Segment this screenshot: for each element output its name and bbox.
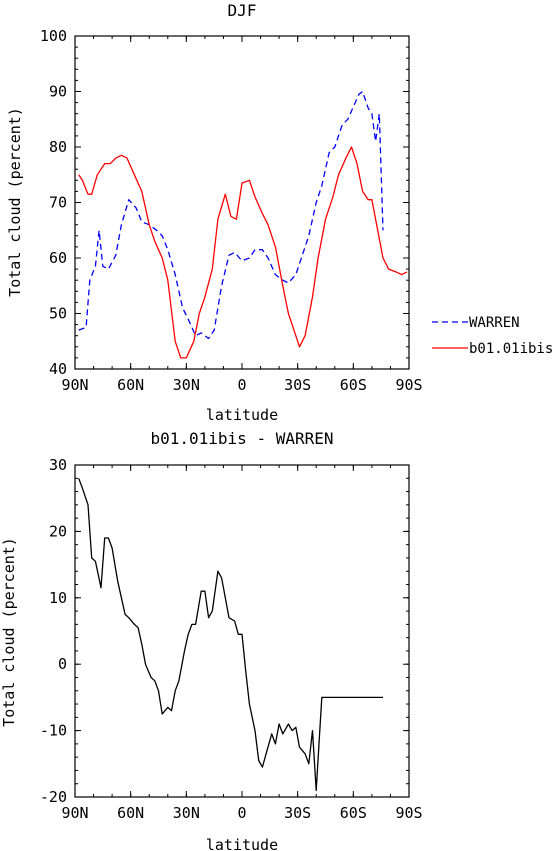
bottom-xtick-label: 60S (340, 804, 367, 822)
bottom-frame (74, 464, 410, 798)
bottom-xtick-label: 90S (395, 804, 422, 822)
top-chart-title: DJF (228, 1, 257, 20)
top-xtick-label: 30S (284, 376, 311, 394)
top-chart-ylabel: Total cloud (percent) (6, 107, 24, 297)
bottom-ytick-label: 10 (49, 589, 67, 607)
top-ytick-label: 40 (49, 360, 67, 378)
top-plot-area: 90N 60N 30N 0 30S 60S 90S 40 50 60 70 80 90 100 (40, 27, 423, 394)
top-chart: DJF 90N 60N 30N 0 30S 60S 90S 40 50 60 70 80 90 100 l… (6, 1, 553, 424)
bottom-chart-title: b01.01ibis - WARREN (150, 429, 333, 448)
bottom-ytick-label: 0 (58, 655, 67, 673)
bottom-series-line-0 (78, 478, 383, 792)
bottom-ytick-label: 30 (49, 456, 67, 474)
top-ytick-label: 80 (49, 138, 67, 156)
top-ytick-label: 90 (49, 83, 67, 101)
legend-label-warren: WARREN (469, 315, 520, 331)
top-series-line-b01-01ibis (78, 146, 408, 359)
top-ytick-label: 60 (49, 249, 67, 267)
bottom-xtick-label: 0 (237, 804, 246, 822)
bottom-xtick-label: 90N (61, 804, 88, 822)
top-xtick-label: 90S (395, 376, 422, 394)
bottom-ytick-label: -10 (40, 722, 67, 740)
top-chart-legend: WARREN b01.01ibis (432, 315, 553, 357)
top-xtick-label: 0 (237, 376, 246, 394)
top-ytick-label: 100 (40, 27, 67, 45)
bottom-ytick-label: 20 (49, 522, 67, 540)
bottom-xtick-label: 30S (284, 804, 311, 822)
top-series-line-warren (78, 90, 384, 340)
top-ytick-label: 70 (49, 194, 67, 212)
bottom-xtick-label: 30N (173, 804, 200, 822)
bottom-ytick-label: -20 (40, 788, 67, 806)
top-xtick-label: 60S (340, 376, 367, 394)
bottom-chart-ylabel: Total cloud (percent) (0, 537, 18, 727)
top-xtick-label: 90N (61, 376, 88, 394)
bottom-xtick-label: 60N (117, 804, 144, 822)
top-chart-xlabel: latitude (206, 406, 278, 424)
legend-label-b01: b01.01ibis (469, 341, 553, 357)
top-frame (74, 35, 410, 370)
top-ytick-label: 50 (49, 305, 67, 323)
bottom-chart: b01.01ibis - WARREN 90N 60N 30N 0 30S 60S 90S -… (0, 429, 423, 851)
bottom-plot-area: 90N 60N 30N 0 30S 60S 90S -20 -10 0 10 20 30 (40, 456, 423, 822)
top-xtick-label: 60N (117, 376, 144, 394)
top-xtick-label: 30N (173, 376, 200, 394)
bottom-chart-xlabel: latitude (206, 836, 278, 851)
